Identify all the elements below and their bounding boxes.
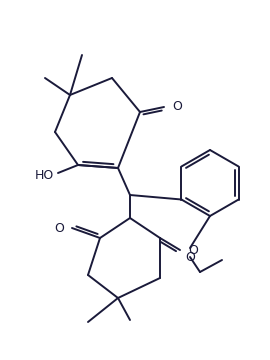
Text: O: O <box>54 221 64 234</box>
Text: O: O <box>185 251 195 264</box>
Text: O: O <box>188 243 198 257</box>
Text: HO: HO <box>35 168 54 181</box>
Text: O: O <box>172 99 182 113</box>
